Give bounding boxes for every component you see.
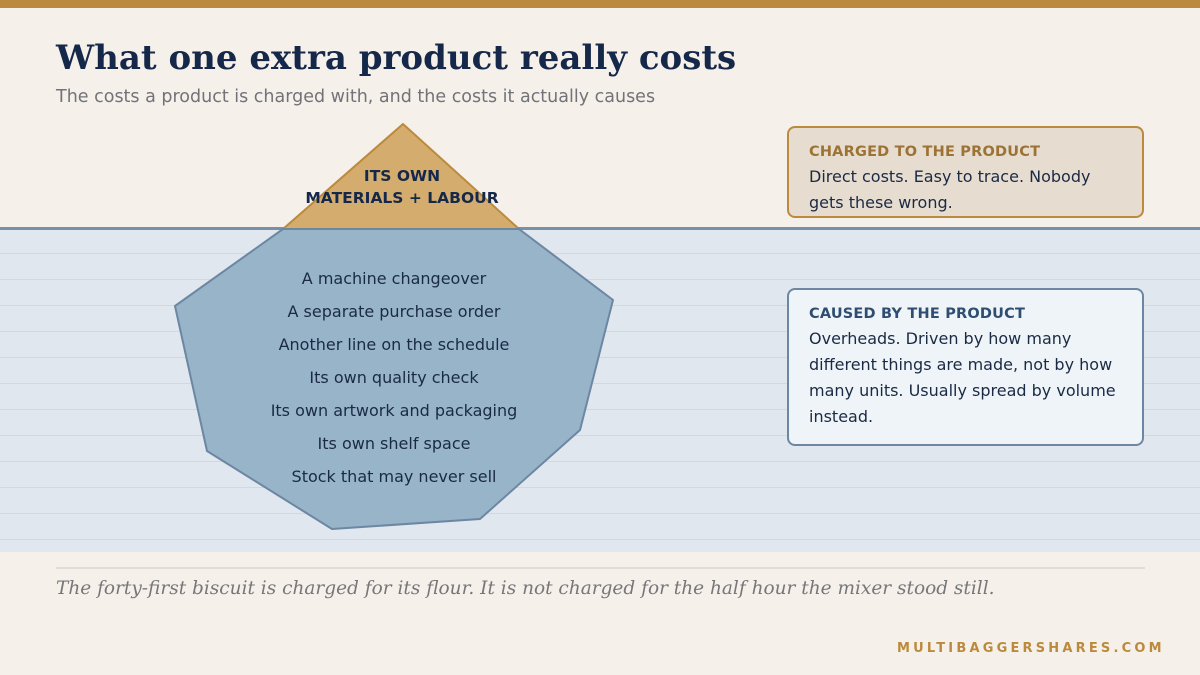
- footer-site-name: MULTIBAGGERSHARES.COM: [897, 641, 1165, 656]
- hidden-cost-item: A machine changeover: [301, 269, 487, 288]
- hidden-cost-item: Its own quality check: [309, 368, 479, 387]
- page-title: What one extra product really costs: [56, 38, 737, 78]
- charged-card-body: Direct costs. Easy to trace. Nobody gets…: [809, 167, 1091, 212]
- charged-card: CHARGED TO THE PRODUCT Direct costs. Eas…: [787, 126, 1144, 218]
- caused-card-heading: CAUSED BY THE PRODUCT: [809, 306, 1026, 322]
- hidden-costs-list: A machine changeover A separate purchase…: [214, 262, 574, 493]
- hidden-cost-item: A separate purchase order: [287, 302, 501, 321]
- page-subtitle: The costs a product is charged with, and…: [56, 87, 656, 107]
- hidden-cost-item: Stock that may never sell: [291, 467, 497, 486]
- iceberg-body: [174, 228, 614, 530]
- tip-label-line: MATERIALS + LABOUR: [305, 189, 499, 207]
- closing-quote: The forty-first biscuit is charged for i…: [56, 578, 995, 599]
- waterline: [0, 227, 1200, 230]
- iceberg-tip-label: ITS OWN MATERIALS + LABOUR: [282, 165, 522, 209]
- top-accent-bar: [0, 0, 1200, 8]
- caused-card: CAUSED BY THE PRODUCT Overheads. Driven …: [787, 288, 1144, 446]
- hidden-cost-item: Its own artwork and packaging: [270, 401, 518, 420]
- hidden-cost-item: Its own shelf space: [317, 434, 471, 453]
- divider: [56, 567, 1145, 569]
- caused-card-body: Overheads. Driven by how many different …: [809, 329, 1116, 426]
- tip-label-line: ITS OWN: [363, 167, 441, 185]
- charged-card-heading: CHARGED TO THE PRODUCT: [809, 144, 1041, 160]
- hidden-cost-item: Another line on the schedule: [278, 335, 510, 354]
